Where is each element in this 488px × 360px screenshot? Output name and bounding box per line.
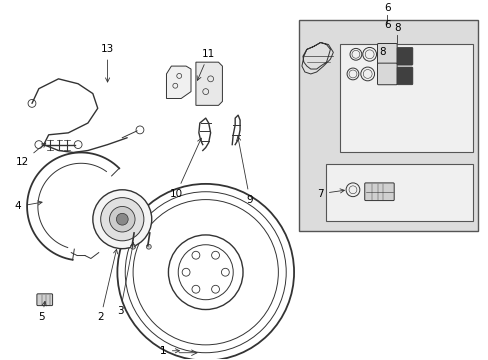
- Text: 10: 10: [169, 138, 201, 199]
- Circle shape: [116, 213, 128, 225]
- FancyBboxPatch shape: [340, 45, 472, 153]
- FancyBboxPatch shape: [364, 183, 393, 201]
- Polygon shape: [166, 66, 191, 99]
- Text: 11: 11: [197, 49, 215, 80]
- Text: 9: 9: [236, 136, 253, 204]
- Circle shape: [360, 67, 374, 81]
- Text: 1: 1: [160, 346, 166, 356]
- FancyBboxPatch shape: [326, 164, 472, 221]
- Text: 7: 7: [317, 189, 344, 199]
- Text: 5: 5: [39, 301, 46, 323]
- Polygon shape: [196, 62, 222, 105]
- FancyBboxPatch shape: [377, 63, 396, 85]
- Text: 8: 8: [393, 23, 400, 33]
- Circle shape: [130, 244, 135, 249]
- Text: 6: 6: [383, 3, 390, 13]
- FancyBboxPatch shape: [377, 44, 396, 65]
- Text: 4: 4: [15, 201, 42, 211]
- Text: 13: 13: [101, 44, 114, 82]
- FancyBboxPatch shape: [298, 20, 477, 231]
- Text: 3: 3: [117, 243, 134, 316]
- Text: 1: 1: [160, 346, 179, 356]
- Circle shape: [109, 207, 135, 232]
- Text: 2: 2: [97, 249, 118, 323]
- FancyBboxPatch shape: [396, 48, 412, 65]
- Text: 8: 8: [378, 48, 385, 57]
- FancyBboxPatch shape: [37, 294, 53, 306]
- Circle shape: [349, 49, 361, 60]
- Circle shape: [362, 48, 376, 61]
- Circle shape: [146, 244, 151, 249]
- Polygon shape: [301, 42, 333, 74]
- Circle shape: [101, 198, 143, 241]
- Text: 6: 6: [383, 20, 390, 30]
- Circle shape: [346, 183, 359, 197]
- Text: 12: 12: [16, 143, 46, 167]
- Circle shape: [93, 190, 151, 249]
- Circle shape: [346, 68, 358, 80]
- FancyBboxPatch shape: [396, 67, 412, 85]
